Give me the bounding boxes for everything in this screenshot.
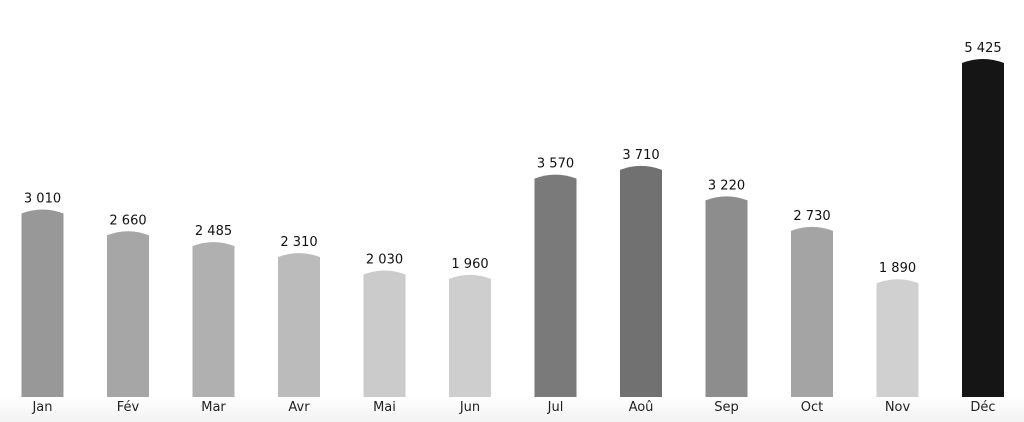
category-label-déc: Déc — [970, 400, 995, 415]
bar-nov — [876, 279, 919, 397]
chart-floor — [0, 397, 1024, 422]
value-labels-group: 3 010 2 660 2 485 2 310 2 030 1 960 3 570 3 710… — [24, 41, 1002, 276]
category-label-mai: Mai — [373, 400, 396, 415]
value-label-mai: 2 030 — [366, 253, 403, 268]
value-label-mar: 2 485 — [195, 224, 232, 239]
value-label-jan: 3 010 — [24, 191, 61, 206]
bar-jun — [449, 274, 491, 397]
bar-oct — [791, 226, 833, 397]
bar-avr — [278, 253, 320, 397]
value-label-aoû: 3 710 — [622, 148, 659, 163]
category-label-mar: Mar — [201, 400, 226, 415]
bar-fév — [107, 231, 149, 397]
value-label-sep: 3 220 — [708, 178, 745, 193]
value-label-déc: 5 425 — [964, 41, 1001, 56]
category-label-sep: Sep — [714, 400, 739, 415]
category-label-avr: Avr — [288, 400, 310, 415]
bar-mai — [363, 270, 406, 397]
category-label-oct: Oct — [801, 400, 823, 415]
value-label-oct: 2 730 — [793, 209, 830, 224]
value-label-fév: 2 660 — [109, 213, 146, 228]
category-label-fév: Fév — [117, 400, 140, 415]
bar-jan — [21, 209, 64, 397]
value-label-nov: 1 890 — [879, 261, 916, 276]
bars-group — [21, 59, 1004, 397]
bar-déc — [962, 59, 1004, 397]
bar-sep — [705, 196, 748, 397]
category-label-jun: Jun — [459, 400, 480, 415]
bar-mar — [192, 242, 235, 397]
category-label-aoû: Aoû — [629, 400, 654, 415]
value-label-avr: 2 310 — [280, 235, 317, 250]
value-label-jun: 1 960 — [451, 257, 488, 272]
category-label-jul: Jul — [547, 400, 564, 415]
bar-aoû — [620, 165, 662, 397]
category-label-nov: Nov — [885, 400, 911, 415]
category-labels-group: Jan Fév Mar Avr Mai Jun Jul Aoû Sep Oct Nov Déc — [31, 400, 995, 415]
category-label-jan: Jan — [31, 400, 52, 415]
value-label-jul: 3 570 — [537, 157, 574, 172]
bar-jul — [534, 174, 577, 397]
